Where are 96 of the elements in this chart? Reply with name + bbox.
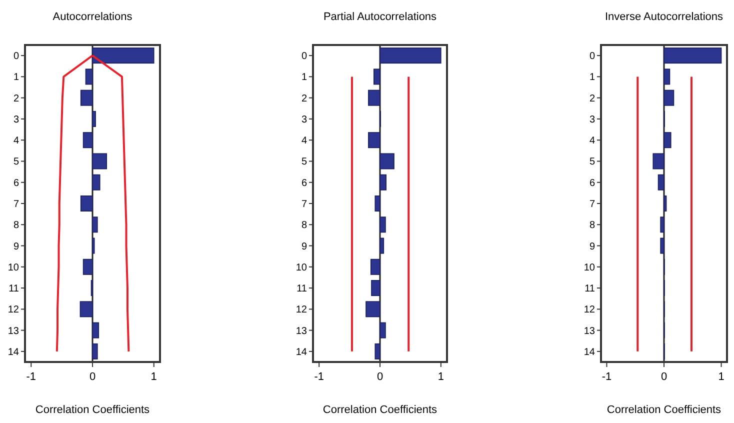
y-tick-label: 13	[296, 326, 308, 337]
y-tick-label: 7	[589, 199, 596, 210]
bar	[664, 68, 670, 85]
bar	[664, 48, 722, 64]
bar	[380, 238, 384, 254]
y-tick-label: 11	[296, 284, 308, 295]
x-axis-title: Correlation Coefficients	[322, 404, 438, 416]
y-tick-label: 5	[589, 156, 596, 168]
x-tick-label: -1	[26, 371, 36, 383]
y-tick-label: 11	[584, 284, 596, 295]
x-axis-title: Correlation Coefficients	[606, 404, 722, 416]
y-tick-label: 14	[584, 346, 596, 358]
y-tick-label: 6	[301, 178, 308, 189]
y-tick-label: 3	[589, 114, 596, 126]
y-tick-label: 0	[589, 51, 596, 62]
bar	[80, 301, 93, 318]
bar	[658, 174, 664, 190]
y-tick-label: 2	[13, 93, 20, 104]
bar	[370, 258, 380, 275]
x-tick-label: 1	[438, 371, 444, 383]
y-tick-label: 4	[589, 136, 596, 147]
y-tick-label: 0	[13, 51, 20, 62]
bar	[380, 153, 394, 170]
bar	[660, 216, 664, 233]
bar	[368, 90, 380, 106]
y-tick-label: 9	[301, 241, 308, 252]
y-tick-label: 8	[13, 220, 20, 232]
y-tick-label: 2	[301, 93, 308, 104]
y-tick-label: 8	[589, 220, 596, 232]
chart-title: Autocorrelations	[52, 11, 133, 23]
x-tick-label: 0	[376, 371, 384, 383]
bar	[374, 195, 380, 212]
bar	[380, 322, 386, 338]
bar	[380, 216, 386, 233]
bar	[371, 280, 380, 296]
y-tick-label: 1	[589, 72, 596, 84]
bar	[85, 68, 93, 85]
y-tick-label: 3	[301, 114, 308, 126]
bar	[92, 153, 108, 170]
y-tick-label: 12	[8, 304, 20, 316]
y-tick-label: 4	[13, 136, 20, 147]
y-tick-label: 13	[584, 326, 596, 337]
bar	[380, 48, 442, 64]
bar	[664, 90, 674, 106]
bar	[92, 322, 100, 338]
y-tick-label: 0	[301, 51, 308, 62]
bar	[368, 132, 380, 148]
bar	[82, 258, 93, 275]
y-tick-label: 12	[584, 304, 596, 316]
x-tick-label: 1	[150, 371, 157, 383]
y-tick-label: 12	[296, 304, 308, 316]
y-tick-label: 1	[301, 72, 308, 84]
y-tick-label: 7	[13, 199, 20, 210]
bar	[92, 343, 98, 360]
x-tick-label: -1	[602, 371, 612, 383]
y-tick-label: 10	[584, 262, 596, 274]
y-tick-label: 9	[13, 241, 20, 252]
x-tick-label: -1	[314, 371, 324, 383]
bar	[92, 110, 96, 127]
y-tick-label: 14	[296, 346, 308, 358]
y-tick-label: 5	[13, 156, 20, 168]
y-tick-label: 7	[301, 199, 308, 210]
x-tick-label: 1	[718, 371, 724, 383]
bar	[660, 238, 664, 254]
bar	[374, 68, 380, 85]
y-tick-label: 10	[296, 262, 308, 274]
y-tick-label: 2	[589, 93, 596, 104]
y-tick-label: 3	[13, 114, 20, 126]
bar	[664, 195, 667, 212]
y-tick-label: 13	[8, 326, 20, 337]
bar	[92, 174, 100, 190]
y-tick-label: 14	[8, 346, 20, 358]
bar	[664, 132, 672, 148]
x-tick-label: 0	[89, 371, 96, 383]
chart-title: Inverse Autocorrelations	[604, 11, 724, 23]
bar	[82, 132, 93, 148]
x-axis-title: Correlation Coefficients	[35, 404, 150, 416]
x-tick-label: 0	[660, 371, 668, 383]
chart-title: Partial Autocorrelations	[323, 11, 438, 23]
y-tick-label: 11	[8, 284, 20, 295]
bar	[92, 48, 154, 64]
bar	[380, 174, 386, 190]
y-tick-label: 6	[13, 178, 20, 189]
y-tick-label: 1	[13, 72, 20, 84]
y-tick-label: 8	[301, 220, 308, 232]
bar	[80, 90, 93, 106]
y-tick-label: 10	[8, 262, 20, 274]
bar	[652, 153, 664, 170]
y-tick-label: 5	[301, 156, 308, 168]
bar	[92, 216, 98, 233]
bar	[366, 301, 380, 318]
bar	[374, 343, 380, 360]
y-tick-label: 6	[589, 178, 596, 189]
y-tick-label: 9	[589, 241, 596, 252]
bar	[80, 195, 93, 212]
y-tick-label: 4	[301, 136, 308, 147]
